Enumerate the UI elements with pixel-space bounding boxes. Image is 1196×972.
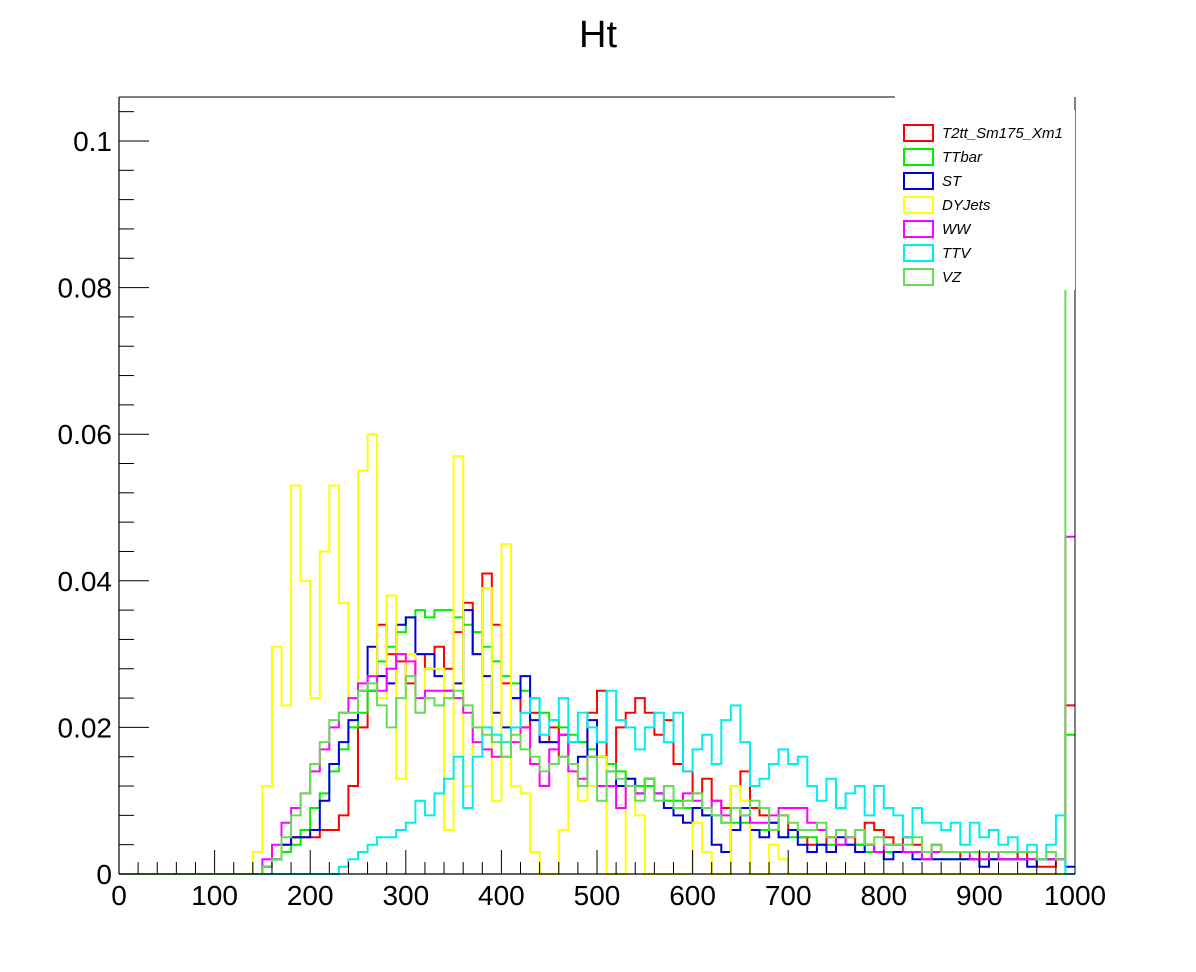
series-line-vz — [119, 286, 1075, 875]
x-tick-label: 900 — [956, 880, 1003, 911]
legend-swatch — [903, 148, 934, 166]
x-tick-label: 200 — [287, 880, 334, 911]
legend-swatch — [903, 172, 934, 190]
legend-swatch — [903, 220, 934, 238]
legend: T2tt_Sm175_Xm1 TTbar ST DYJets WW TTV VZ — [895, 110, 1075, 290]
x-tick-label: 0 — [111, 880, 127, 911]
legend-swatch — [903, 124, 934, 142]
legend-label: TTV — [942, 245, 972, 262]
series-layer — [119, 286, 1075, 875]
chart-title: Ht — [579, 14, 617, 56]
y-axis: 0 0.02 0.04 0.06 0.08 0.1 — [58, 97, 149, 890]
x-tick-label: 400 — [478, 880, 525, 911]
y-tick-label: 0.1 — [73, 126, 112, 157]
legend-swatch — [903, 268, 934, 286]
x-axis: 0 100 200 300 400 500 600 700 800 900 1000 — [111, 850, 1106, 911]
legend-label: T2tt_Sm175_Xm1 — [942, 125, 1063, 142]
series-line-ttv — [119, 689, 1075, 875]
x-tick-label: 500 — [574, 880, 621, 911]
y-tick-label: 0 — [96, 859, 112, 890]
x-tick-label: 300 — [382, 880, 429, 911]
y-tick-label: 0.02 — [58, 712, 113, 743]
legend-label: WW — [942, 221, 972, 238]
series-line-dyjets — [119, 433, 1075, 875]
x-tick-label: 1000 — [1044, 880, 1106, 911]
y-tick-label: 0.06 — [58, 419, 113, 450]
y-tick-label: 0.08 — [58, 273, 113, 304]
legend-label: DYJets — [942, 197, 991, 214]
legend-label: TTbar — [942, 149, 983, 166]
legend-label: VZ — [942, 269, 962, 286]
legend-label: ST — [942, 173, 963, 190]
legend-swatch — [903, 244, 934, 262]
x-tick-label: 700 — [765, 880, 812, 911]
x-tick-label: 800 — [860, 880, 907, 911]
y-tick-label: 0.04 — [58, 566, 113, 597]
x-tick-label: 100 — [191, 880, 238, 911]
x-tick-label: 600 — [669, 880, 716, 911]
legend-swatch — [903, 196, 934, 214]
